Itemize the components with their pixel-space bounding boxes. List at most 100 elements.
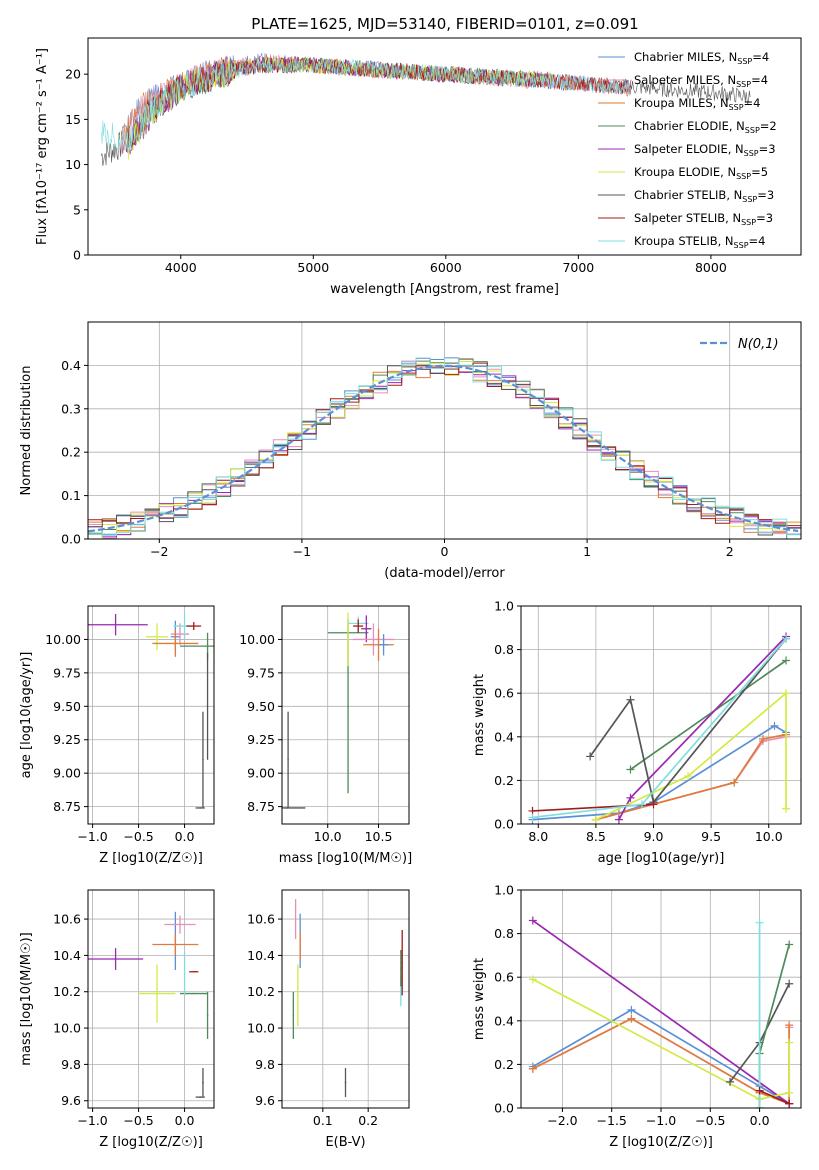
data-point [287,759,289,761]
y-tick-label: 1.0 [494,599,514,614]
y-tick-label: 9.6 [255,1093,275,1108]
plot-area [528,632,791,824]
y-tick-label: 0.8 [494,642,514,657]
y-tick-label: 0.4 [494,729,514,744]
series-marker [785,1088,794,1097]
data-point [174,943,177,946]
y-tick-label: 9.00 [53,766,81,781]
series-marker [758,734,767,743]
data-point [357,625,360,627]
y-tick-label: 0.8 [494,926,514,941]
series-marker [785,940,794,949]
y-axis-label: age [log10(age/yr)] [19,652,34,779]
y-tick-label: 0.0 [61,532,81,547]
series-marker [614,815,623,824]
legend-entry: Chabrier MILES, NSSP=4 [634,50,769,66]
x-tick-label: 5000 [297,260,329,275]
y-tick-label: 10.0 [53,1021,81,1036]
plot-area [282,612,394,809]
x-tick-label: −1.5 [597,1113,627,1128]
y-tick-label: 10.4 [247,948,275,963]
y-tick-label: 10 [65,157,81,172]
series-marker [785,1021,794,1030]
panel-mass_weight_vs_Z: −2.0 −1.5 −1.0 −0.5 0.0 0.0 0.2 0.4 0.6 0.8 1.0 Z [… [472,883,802,1150]
x-tick-label: −0.5 [123,1113,153,1128]
series-line-3 [629,659,787,771]
data-point [199,1096,202,1098]
plot-area [292,899,403,1098]
panel-mass_vs_ebv: 0.1 0.2 9.6 9.8 10.0 10.2 10.4 10.6 E(B-V) [247,889,410,1150]
data-point [372,638,375,641]
axes-frame [281,889,410,1109]
y-tick-label: 9.25 [247,732,275,747]
legend-entry: Kroupa STELIB, NSSP=4 [634,234,765,250]
x-axis-label: Z [log10(Z/Z☉)] [99,851,203,866]
series-line-3 [532,919,790,1105]
data-point [114,623,117,626]
series-marker [626,793,635,802]
series-marker [591,815,600,824]
series-marker [782,656,791,665]
y-tick-label: 0 [73,248,81,263]
series-line-5 [595,691,787,821]
series-line-8 [532,638,787,819]
x-tick-label: 0.2 [358,1113,378,1128]
legend-entry: Salpeter ELODIE, NSSP=3 [634,142,776,158]
y-tick-label: 10.6 [53,912,81,927]
x-tick-label: 7000 [562,260,594,275]
series-marker [755,918,764,927]
series-marker [626,765,635,774]
y-tick-label: 1.0 [494,883,514,898]
x-tick-label: 9.5 [701,829,721,844]
series-marker [782,804,791,813]
legend-entry: Chabrier ELODIE, NSSP=2 [634,119,777,135]
y-tick-label: 9.25 [53,732,81,747]
x-tick-label: 0.0 [175,1113,195,1128]
data-point [401,961,403,964]
y-tick-label: 10.00 [45,632,81,647]
x-tick-label: 9.0 [644,829,664,844]
data-point [382,643,385,646]
y-tick-label: 9.75 [53,665,81,680]
y-tick-label: 10.2 [247,984,275,999]
panel-mass_weight_vs_age: 8.0 8.5 9.0 9.5 10.0 0.0 0.2 0.4 0.6 0.8 1.0 age [l… [472,599,802,866]
x-tick-label: 6000 [430,260,462,275]
x-tick-label: 0.1 [313,1113,333,1128]
data-point [297,994,299,997]
data-point [299,945,301,948]
data-point [202,759,204,761]
data-point [294,918,297,920]
data-point [192,625,195,627]
x-tick-label: 2 [726,544,734,559]
data-point [400,967,402,969]
data-point [400,990,402,993]
data-point [156,992,158,995]
histogram-7 [88,362,801,533]
data-point [174,642,177,645]
x-axis-label: wavelength [Angstrom, rest frame] [330,282,559,297]
series-line-4 [532,978,791,1101]
y-tick-label: 0.2 [494,773,514,788]
y-tick-label: 0.2 [494,1057,514,1072]
axes-frame [87,889,215,1109]
legend-entry: N(0,1) [738,337,779,352]
series-marker [782,634,791,643]
y-tick-label: 10.4 [53,948,81,963]
data-point [206,645,209,647]
y-tick-label: 9.6 [61,1093,81,1108]
y-tick-label: 9.75 [247,665,275,680]
x-tick-label: 8000 [695,260,727,275]
panel-spectrum: 4000 5000 6000 7000 8000 0 5 10 15 20 wavelength [… [35,37,802,297]
data-point [347,638,349,641]
x-tick-label: −1.0 [77,829,107,844]
plot-area [100,53,751,166]
spectrum-line-8 [100,56,631,151]
x-tick-label: −1.0 [646,1113,676,1128]
data-point [183,972,186,975]
y-axis-label: mass weight [472,674,487,756]
series-line-8 [759,1089,790,1105]
y-tick-label: 10.00 [239,632,275,647]
data-point [183,625,186,627]
histogram-8 [88,357,801,536]
y-tick-label: 9.00 [247,766,275,781]
